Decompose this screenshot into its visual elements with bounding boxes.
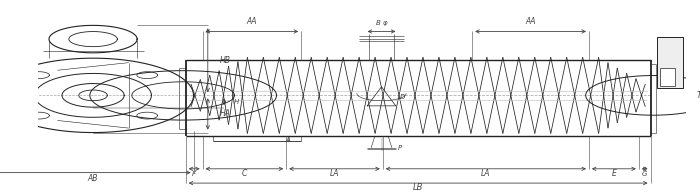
Text: AA: AA <box>246 17 257 26</box>
Bar <box>657 37 683 88</box>
Text: HB: HB <box>220 56 230 65</box>
Text: LA: LA <box>330 169 340 178</box>
Text: H: H <box>234 99 239 105</box>
Text: F: F <box>193 171 196 177</box>
Text: T: T <box>697 91 700 100</box>
Text: D: D <box>400 94 405 100</box>
Text: A: A <box>285 137 290 143</box>
Text: P: P <box>398 145 402 151</box>
Text: B φ: B φ <box>376 20 387 26</box>
Text: LA: LA <box>481 169 491 178</box>
Text: AB: AB <box>88 174 98 183</box>
Text: G: G <box>642 171 648 177</box>
Text: E: E <box>611 169 616 178</box>
Text: LB: LB <box>413 183 424 192</box>
Bar <box>659 68 675 86</box>
Text: C: C <box>241 169 247 178</box>
Text: HA: HA <box>220 109 230 119</box>
Text: AA: AA <box>525 17 536 26</box>
